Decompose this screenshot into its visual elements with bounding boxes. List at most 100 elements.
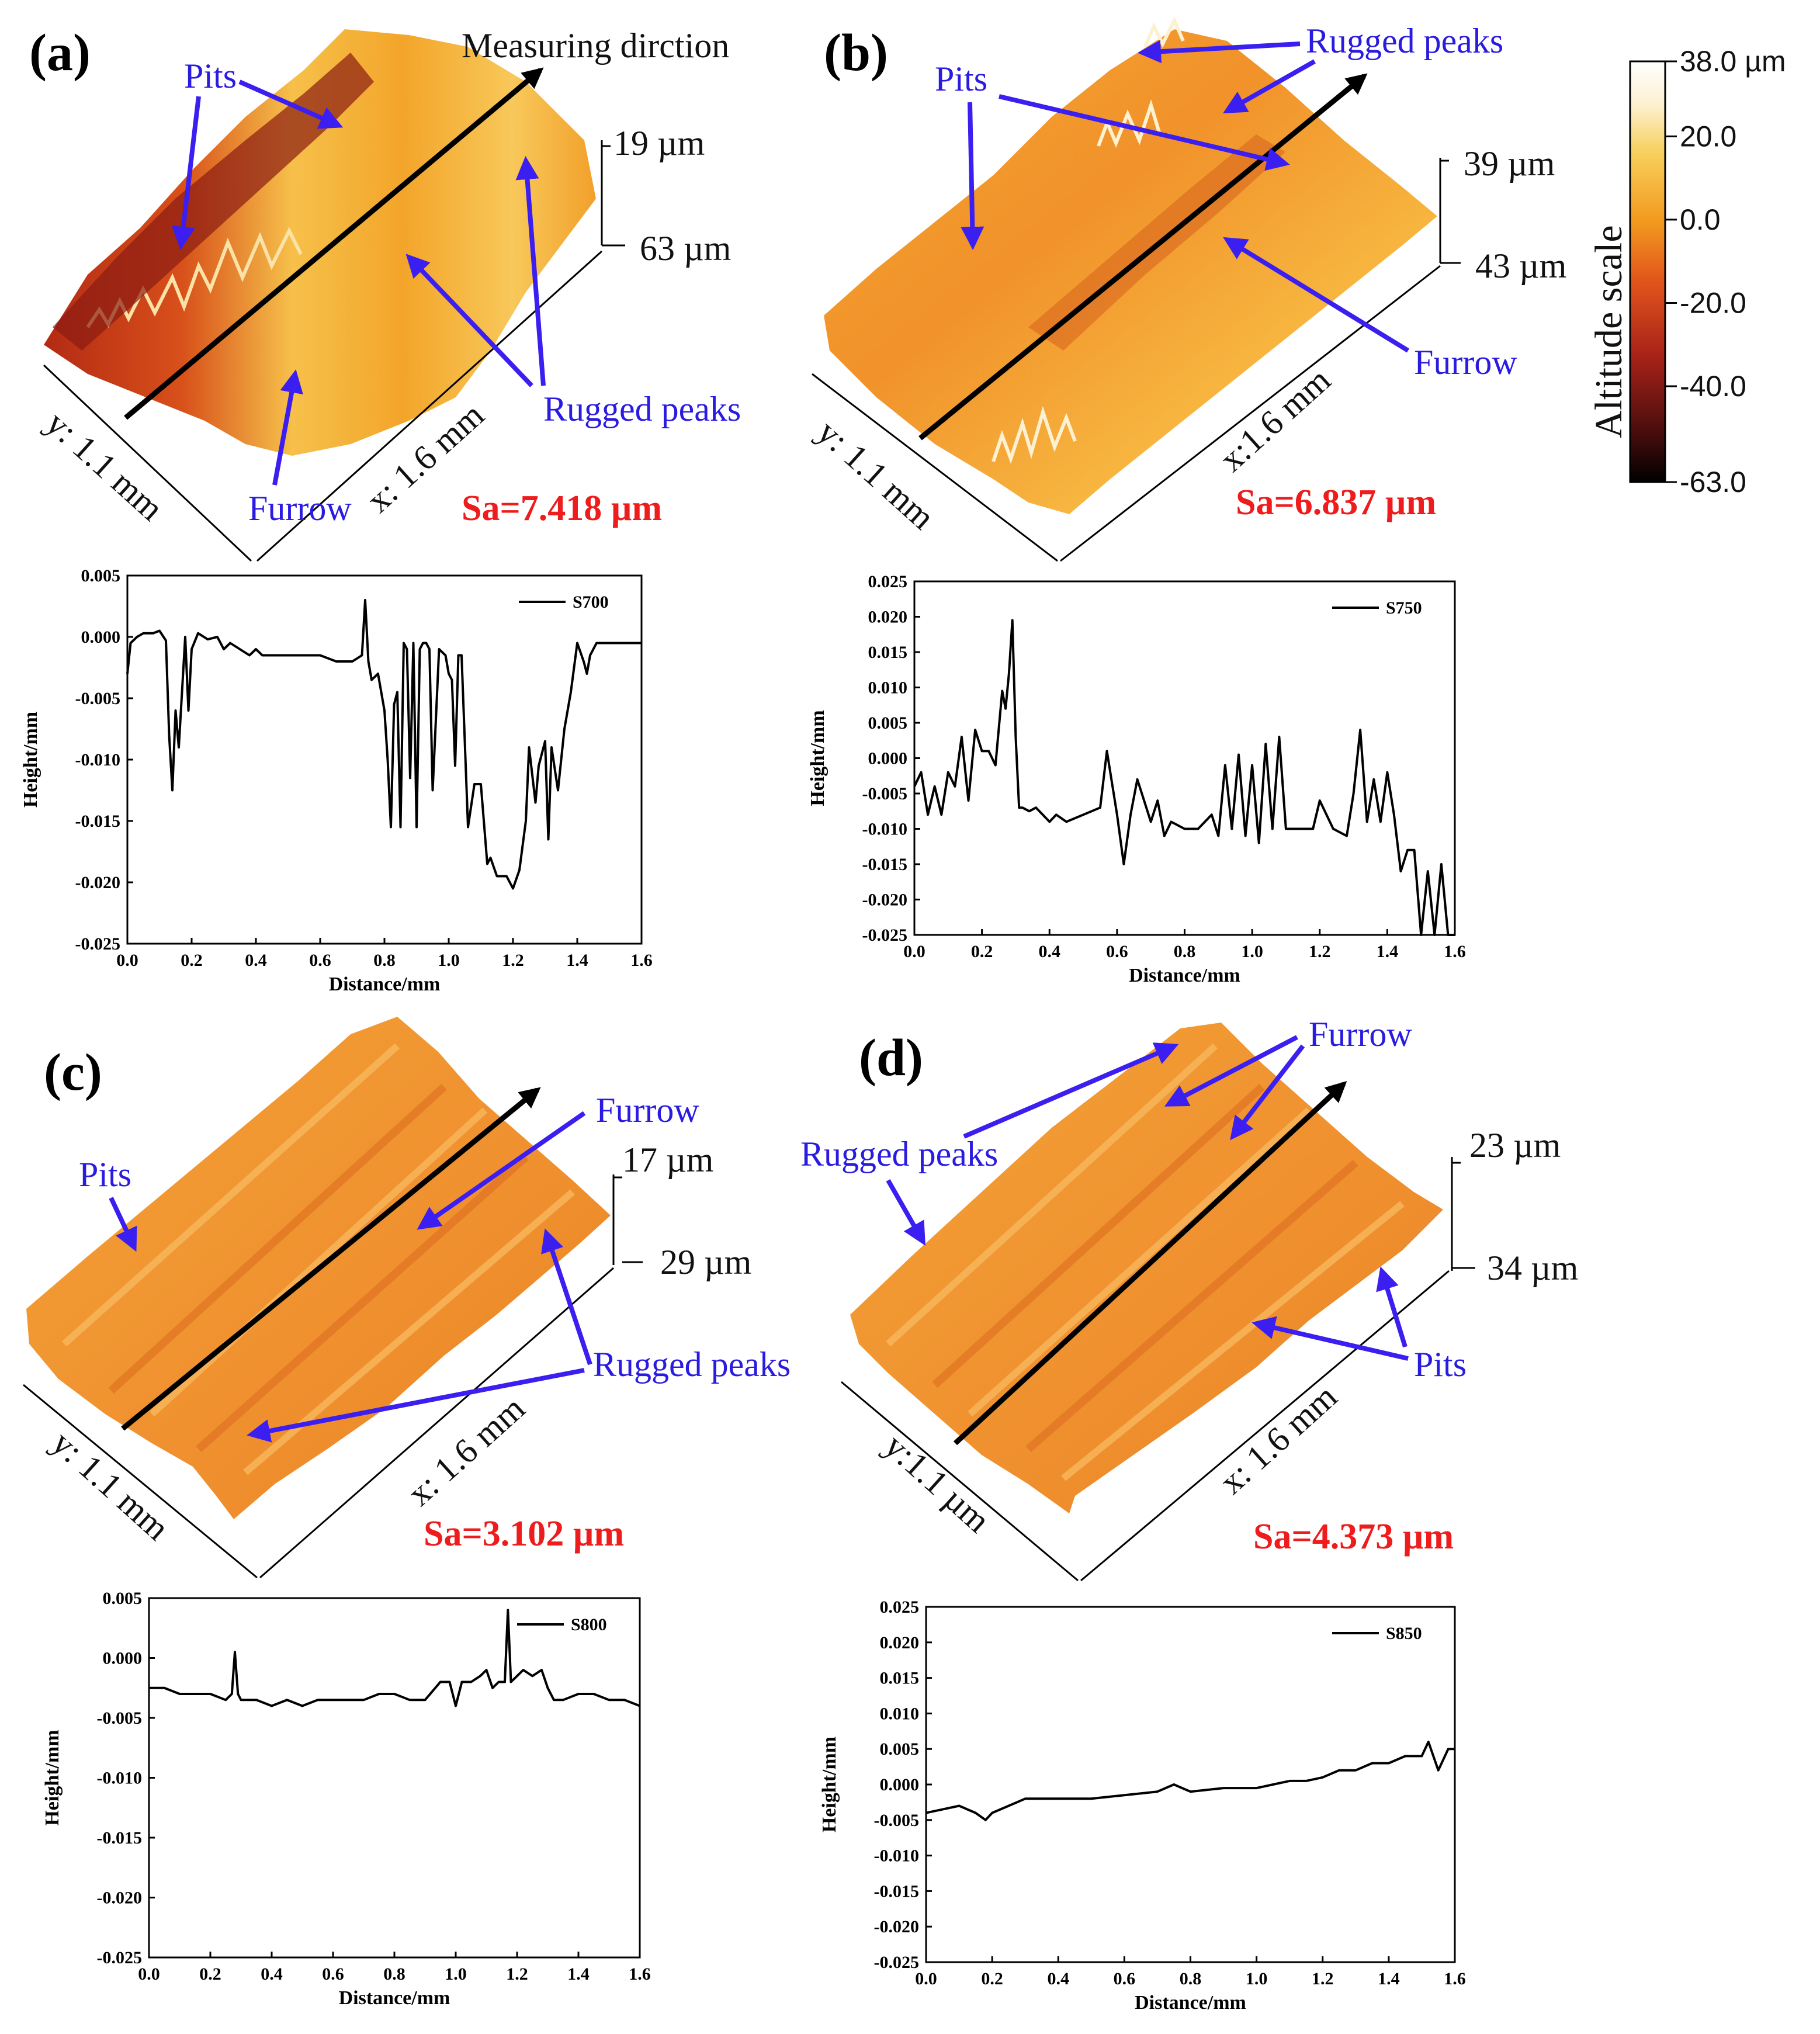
s750-y-tick-label: 0.020 — [868, 608, 908, 627]
s850-y-tick-label: -0.025 — [874, 1953, 920, 1972]
s850-series-line — [925, 1741, 1455, 1821]
s850-x-tick-label: 0.6 — [1114, 1969, 1136, 1988]
panel-a-peaks-arrow-2 — [405, 254, 533, 387]
panel-c-dim-x: x: 1.6 mm — [400, 1389, 532, 1513]
panel-b-sa: Sa=6.837 µm — [1236, 483, 1436, 522]
colorbar-tick-label: 38.0 µm — [1680, 45, 1786, 78]
panel-c-furrow-label: Furrow — [596, 1091, 699, 1129]
colorbar-tick-label: 0.0 — [1680, 203, 1721, 236]
panel-a-pits-label: Pits — [184, 57, 237, 95]
s850-y-tick-label: 0.010 — [880, 1704, 920, 1723]
s700-y-tick-label: -0.005 — [75, 689, 121, 708]
s750-x-tick-label: 0.2 — [971, 942, 993, 961]
s850-x-tick-label: 1.0 — [1246, 1969, 1268, 1988]
s700-x-tick-label: 0.0 — [116, 951, 138, 970]
s750-x-tick-label: 1.4 — [1377, 942, 1399, 961]
panel-c-peaks-arrow-2 — [247, 1368, 585, 1443]
colorbar-tick-label: -40.0 — [1680, 370, 1746, 403]
s700-y-tick-label: 0.005 — [81, 566, 121, 585]
panel-d-pits-arrow-1 — [1252, 1316, 1409, 1361]
s750-y-tick-label: -0.015 — [862, 855, 908, 874]
s750-x-tick-label: 0.6 — [1106, 942, 1128, 961]
colorbar-tick-label: -63.0 — [1680, 466, 1746, 498]
s700-plot-frame — [126, 574, 643, 945]
colorbar: 38.0 µm 20.0 0.0 -20.0 -40.0 -63.0 Altitude s… — [1587, 45, 1786, 498]
s800-x-tick-label: 1.4 — [567, 1964, 590, 1984]
panel-b-scale-bottom: 43 µm — [1475, 247, 1566, 285]
panel-d-label: (d) — [859, 1029, 923, 1087]
s700-y-tick-label: -0.015 — [75, 812, 121, 831]
s850-x-tick-label: 1.6 — [1444, 1969, 1466, 1988]
s800-x-tick-label: 1.6 — [629, 1964, 651, 1984]
panel-d-pits-arrow-2 — [1376, 1266, 1408, 1348]
s850-y-tick-label: 0.015 — [880, 1669, 920, 1688]
s850-y-tick-label: -0.020 — [874, 1917, 920, 1936]
s850-y-tick-label: 0.005 — [880, 1740, 920, 1759]
s700-x-tick-label: 0.2 — [181, 951, 203, 970]
s750-y-tick-label: 0.005 — [868, 713, 908, 733]
s750-x-tick-label: 1.0 — [1241, 942, 1263, 961]
panel-c-rugged-peaks-label: Rugged peaks — [593, 1345, 791, 1384]
profile-chart-s750: 0.0 0.2 0.4 0.6 0.8 1.0 1.2 1.4 1.6 0.025 0.020 0.0… — [807, 572, 1466, 986]
s700-x-tick-label: 1.6 — [630, 951, 653, 970]
s750-y-tick-label: -0.020 — [862, 890, 908, 910]
s700-x-tick-label: 0.8 — [373, 951, 396, 970]
s850-plot-frame — [925, 1606, 1456, 1963]
colorbar-ticks: 38.0 µm 20.0 0.0 -20.0 -40.0 -63.0 — [1665, 45, 1786, 498]
panel-d-rugged-peaks-label: Rugged peaks — [800, 1135, 998, 1173]
panel-d-sa: Sa=4.373 µm — [1253, 1517, 1454, 1557]
panel-a-peaks-arrow-1 — [515, 156, 546, 386]
s850-x-tick-label: 0.0 — [915, 1969, 937, 1988]
panel-a-box-x-axis — [256, 250, 603, 562]
panel-b-furrow-label: Furrow — [1414, 343, 1517, 382]
s800-y-tick-label: 0.000 — [103, 1649, 143, 1668]
s750-x-tick-label: 0.4 — [1039, 942, 1061, 961]
panel-d-box-x-axis — [1080, 1270, 1450, 1582]
s850-legend-label: S850 — [1386, 1624, 1422, 1643]
panel-b: (b) 39 µm 43 µm y: 1.1 mm x:1.6 mm Sa=6.… — [810, 16, 1566, 562]
panel-b-label: (b) — [824, 24, 888, 82]
panel-a-measuring-direction-label: Measuring dirction — [462, 26, 729, 65]
s750-y-tick-label: -0.025 — [862, 926, 908, 945]
s850-y-tick-label: -0.005 — [874, 1811, 920, 1830]
panel-d-peaks-arrow-2 — [963, 1042, 1179, 1139]
panel-b-pits-label: Pits — [935, 60, 987, 98]
panel-d-scale-bottom: 34 µm — [1487, 1249, 1578, 1287]
panel-d-furrow-arrow-1 — [1164, 1035, 1298, 1107]
s700-x-tick-label: 0.6 — [309, 951, 331, 970]
s800-x-tick-label: 0.0 — [138, 1964, 160, 1984]
s700-y-tick-label: -0.010 — [75, 750, 121, 770]
profile-chart-s850: 0.0 0.2 0.4 0.6 0.8 1.0 1.2 1.4 1.6 0.025 0.020 0.0… — [819, 1598, 1466, 2014]
panel-b-measuring-direction-arrow — [918, 73, 1368, 441]
s850-y-tick-label: -0.015 — [874, 1881, 920, 1901]
panel-c-scale-bottom: 29 µm — [660, 1243, 751, 1281]
panel-d-furrow-arrow-2 — [1230, 1044, 1305, 1141]
panel-b-pits-arrow-1 — [961, 102, 984, 250]
s750-x-tick-label: 0.0 — [903, 942, 925, 961]
s750-y-tick-label: 0.025 — [868, 572, 908, 591]
s800-y-tick-label: 0.005 — [103, 1589, 143, 1608]
s850-x-axis-label: Distance/mm — [1135, 1992, 1246, 2014]
s800-y-tick-label: -0.020 — [97, 1889, 143, 1908]
s700-series-line — [126, 599, 642, 890]
s700-x-tick-label: 1.0 — [438, 951, 460, 970]
panel-c-measuring-direction-arrow — [121, 1087, 541, 1431]
panel-d-furrow-band — [932, 1083, 1358, 1453]
panel-c-sa: Sa=3.102 µm — [424, 1514, 624, 1554]
s850-y-tick-label: -0.010 — [874, 1846, 920, 1866]
panel-c: (c) 17 µm 29 µm y: 1.1 mm x: 1.6 mm Sa=3… — [23, 1017, 791, 1579]
panel-b-peaks-arrow-1 — [1138, 40, 1301, 64]
s800-x-tick-label: 0.4 — [261, 1964, 283, 1984]
panel-d-ridges — [885, 1043, 1405, 1481]
s750-y-tick-label: 0.000 — [868, 749, 908, 768]
panel-d: (d) 23 µm 34 µm y:1.1 µm x: 1.6 mm Sa=4.… — [800, 1015, 1578, 1582]
panel-a-furrow-label: Furrow — [248, 489, 352, 528]
s800-y-tick-label: -0.025 — [97, 1948, 143, 1967]
panel-c-furrow-arrow — [417, 1111, 586, 1230]
s700-x-tick-label: 1.4 — [566, 951, 588, 970]
s800-series-line — [149, 1609, 640, 1707]
s700-legend-label: S700 — [573, 592, 609, 612]
s750-x-axis-label: Distance/mm — [1129, 965, 1240, 986]
s850-y-tick-label: 0.025 — [880, 1598, 920, 1617]
s800-x-tick-label: 0.2 — [199, 1964, 221, 1984]
